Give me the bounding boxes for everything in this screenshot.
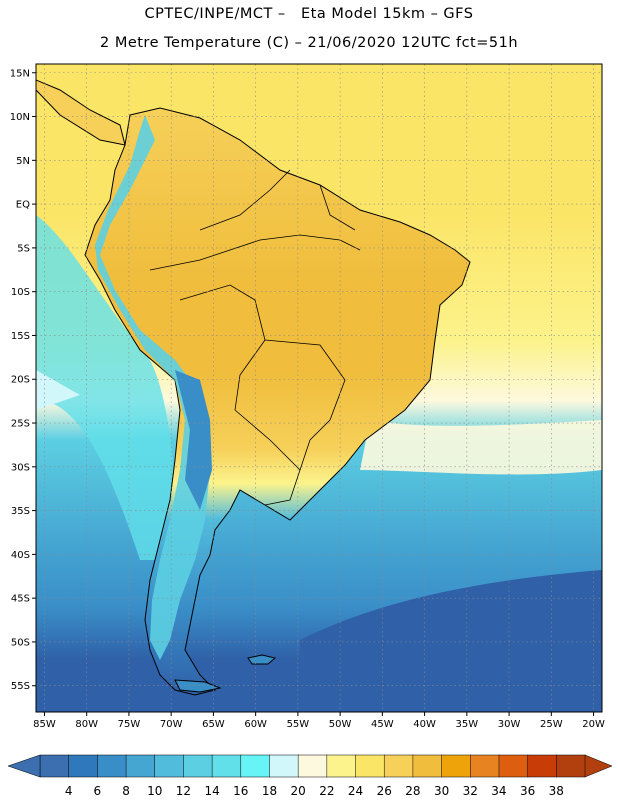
southern-cold-sea [300,570,602,712]
colorbar-label: 30 [434,784,449,798]
colorbar-swatch [498,754,529,778]
lat-tick-label: 50S [11,637,30,648]
colorbar-swatch [183,754,213,778]
lon-tick-label: 70W [160,719,183,730]
colorbar: 4 6 8 10 12 14 16 18 20 22 24 26 28 30 32 34 36 38 [7,754,613,798]
lat-tick-label: EQ [16,200,30,211]
lon-tick-label: 65W [202,719,225,730]
lon-tick-label: 80W [75,719,98,730]
map-title-line1: CPTEC/INPE/MCT – Eta Model 15km – GFS [144,6,474,22]
lon-tick-label: 75W [118,719,141,730]
atlantic-warm-lobe [360,420,602,475]
pacific-cool-band [36,215,180,560]
colorbar-label: 38 [549,784,564,798]
colorbar-label: 26 [377,784,392,798]
andes-cold-spine [95,115,210,660]
colorbar-swatch [297,754,328,778]
map-frame [35,63,603,713]
lat-tick-label: 20S [11,375,30,386]
colorbar-swatch [355,754,385,778]
colorbar-swatch [556,754,586,778]
colorbar-label: 8 [122,784,130,798]
colorbar-swatch [412,754,443,778]
lat-tick-label: 10S [11,287,30,298]
latitude-axis: 15N 10N 5N EQ 5S 10S 15S 20S 25S 30S 35S 40S 45S 50S 5… [10,68,36,692]
lat-tick-label: 5S [17,243,30,254]
lat-tick-label: 40S [11,550,30,561]
lat-tick-label: 15N [10,68,30,79]
andes-high-cold [175,370,212,510]
central-america [36,79,126,146]
pacific-pale-patch [36,370,80,410]
lon-tick-label: 55W [287,719,310,730]
colorbar-label: 12 [176,784,191,798]
colorbar-swatch [97,754,127,778]
colorbar-label: 22 [319,784,334,798]
country-borders [149,169,361,506]
colorbar-swatch [383,754,414,778]
lat-tick-label: 15S [11,331,30,342]
colorbar-label: 20 [291,784,306,798]
colorbar-swatch [154,754,185,778]
colorbar-label: 36 [520,784,535,798]
lon-tick-label: 35W [456,719,479,730]
lon-tick-label: 50W [329,719,352,730]
colorbar-swatch [125,754,156,778]
colorbar-swatch [68,754,99,778]
lat-tick-label: 10N [10,112,30,123]
colorbar-label: 16 [233,784,248,798]
colorbar-swatch [211,754,242,778]
graticule [36,64,602,712]
colorbar-swatch [269,754,299,778]
colorbar-label: 28 [405,784,420,798]
falkland-islands [247,654,277,665]
lat-tick-label: 45S [11,594,30,605]
colorbar-right-arrow [584,754,613,778]
lat-tick-label: 35S [11,506,30,517]
colorbar-swatch [240,754,271,778]
lat-tick-label: 5N [16,156,30,167]
lon-tick-label: 60W [244,719,267,730]
lon-tick-label: 45W [371,719,394,730]
longitude-axis: 85W 80W 75W 70W 65W 60W 55W 50W 45W 40W 35W 30W 25W 2… [33,712,605,730]
colorbar-label: 10 [147,784,162,798]
colorbar-label: 32 [463,784,478,798]
colorbar-label: 14 [204,784,219,798]
lon-tick-label: 85W [33,719,56,730]
colorbar-label: 6 [94,784,102,798]
colorbar-swatch [441,754,472,778]
lat-tick-label: 30S [11,462,30,473]
lon-tick-label: 40W [413,719,436,730]
colorbar-label: 34 [491,784,506,798]
lat-tick-label: 55S [11,681,30,692]
colorbar-swatch [326,754,357,778]
colorbar-swatch [39,754,70,778]
colorbar-swatch [527,754,558,778]
colorbar-label: 4 [65,784,73,798]
lon-tick-label: 30W [498,719,521,730]
colorbar-left-arrow [7,754,41,778]
colorbar-label: 24 [348,784,363,798]
lat-tick-label: 25S [11,419,30,430]
colorbar-label: 18 [262,784,277,798]
tierra-del-fuego [174,679,222,693]
lon-tick-label: 20W [582,719,605,730]
colorbar-swatch [470,754,500,778]
map-title-line2: 2 Metre Temperature (C) – 21/06/2020 12U… [99,35,519,51]
lon-tick-label: 25W [540,719,563,730]
